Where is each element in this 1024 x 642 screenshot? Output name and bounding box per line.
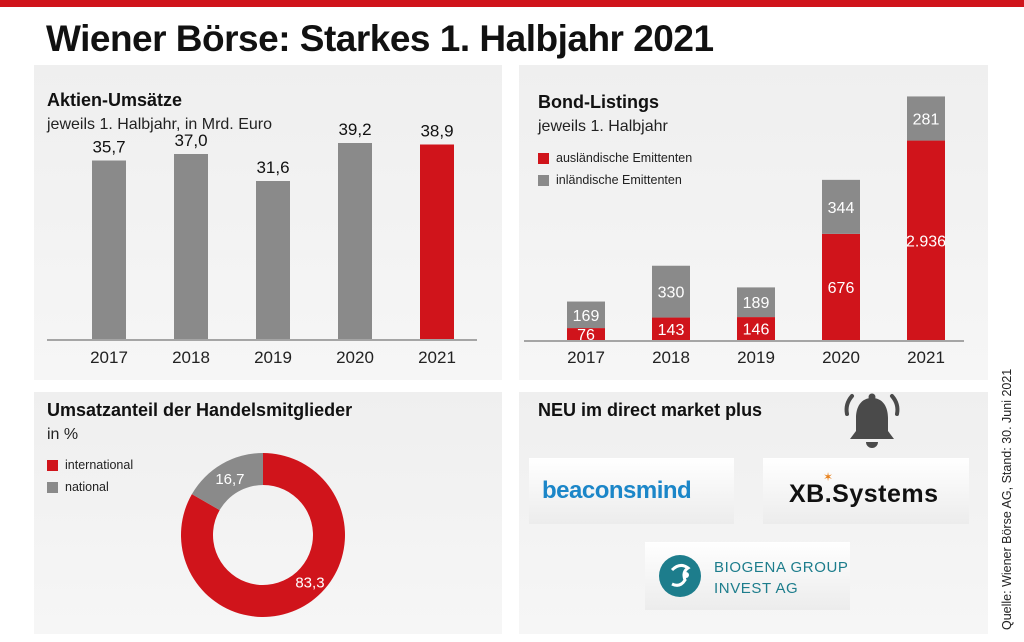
x-tick-label: 2019 [254,348,292,367]
x-tick-label: 2021 [907,348,945,367]
aktien-bar-chart: 35,7 2017 37,0 2018 31,6 2019 39,2 2020 38,9 2021 [47,120,477,367]
legend-label: inländische Emittenten [556,173,682,187]
bar-value-label: 676 [828,280,855,297]
bar-2020 [338,143,372,339]
x-tick-label: 2018 [652,348,690,367]
x-tick-label: 2020 [336,348,374,367]
bar-value-label: 38,9 [420,122,453,141]
legend-item-national: national [47,476,133,498]
legend-label: international [65,458,134,472]
bar-segment-auslaendisch-2017 [567,328,605,340]
xb-star-icon: ✶ [823,470,834,484]
legend-swatch-red [47,459,58,471]
neu-title: NEU im direct market plus [538,400,763,420]
bond-listings-panel: Bond-Listings jeweils 1. Halbjahr auslän… [519,65,988,380]
x-tick-label: 2018 [172,348,210,367]
bar-value-label: 39,2 [338,120,371,139]
bar-value-label: 76 [577,327,595,344]
bond-stacked-bar-chart: 76 169 2017 143 330 2018 146 189 2019 676 344 2020 2… [524,96,964,367]
bar-value-label: 146 [743,322,770,339]
bond-legend: ausländische Emittenten inländische Emit… [538,147,692,191]
bar-value-label: 2.936 [906,233,946,250]
x-tick-label: 2021 [418,348,456,367]
neu-direct-market-panel: NEU im direct market plus beaconsmind ✶ … [519,392,988,634]
x-tick-label: 2020 [822,348,860,367]
bar-segment-auslaendisch-2020 [822,233,860,340]
bar-2018 [174,154,208,339]
bar-segment-auslaendisch-2021 [907,140,945,340]
donut-slice-international [181,453,345,617]
x-tick-label: 2017 [567,348,605,367]
biogena-line2: INVEST AG [714,580,799,597]
legend-item-international: international [47,454,133,476]
bar-segment-inlaendisch-2019 [737,287,775,318]
bar-value-label: 281 [913,112,940,129]
legend-item-auslaendisch: ausländische Emittenten [538,147,692,169]
legend-label: ausländische Emittenten [556,151,693,165]
bond-chart-subtitle: jeweils 1. Halbjahr [538,118,668,135]
donut-value-label: 83,3 [295,574,324,591]
bar-segment-inlaendisch-2017 [567,301,605,329]
bar-value-label: 143 [658,322,685,339]
biogena-line1: BIOGENA GROUP [714,559,849,576]
umsatz-chart-subtitle: in % [47,426,79,443]
aktien-umsaetze-panel: Aktien-Umsätze jeweils 1. Halbjahr, in M… [34,65,502,380]
bar-value-label: 37,0 [174,131,207,150]
bar-segment-auslaendisch-2018 [652,317,690,340]
x-tick-label: 2017 [90,348,128,367]
umsatz-chart-title: Umsatzanteil der Handelsmitglieder [47,400,353,420]
bond-chart-title: Bond-Listings [538,92,659,112]
source-note: Quelle: Wiener Börse AG, Stand: 30. Juni… [1000,368,1014,630]
bar-value-label: 344 [828,200,855,217]
bell-icon [844,393,900,448]
bar-2019 [256,181,290,339]
bar-segment-inlaendisch-2021 [907,96,945,141]
xb-systems-wordmark: XB.Systems [789,480,939,508]
bar-2021 [420,144,454,339]
umsatz-donut-chart: 83,3 16,7 [181,453,345,617]
bar-segment-inlaendisch-2018 [652,265,690,318]
page-title: Wiener Börse: Starkes 1. Halbjahr 2021 [46,18,714,59]
bar-value-label: 31,6 [256,158,289,177]
umsatzanteil-panel: Umsatzanteil der Handelsmitglieder in % … [34,392,502,634]
bar-value-label: 169 [573,308,600,325]
beaconsmind-wordmark: beaconsmind [542,477,692,504]
bar-2017 [92,160,126,339]
donut-slice-national [191,453,263,511]
bar-value-label: 35,7 [92,138,125,157]
top-accent-bar [0,0,1024,7]
biogena-emblem-icon [659,555,701,597]
umsatz-legend: international national [47,454,133,498]
legend-swatch-gray [538,174,549,186]
xb-systems-logo: ✶ XB.Systems [763,458,969,524]
aktien-chart-subtitle: jeweils 1. Halbjahr, in Mrd. Euro [47,116,272,133]
bar-segment-auslaendisch-2019 [737,317,775,340]
legend-swatch-red [538,152,549,164]
bar-value-label: 330 [658,285,685,302]
legend-label: national [65,480,109,494]
bar-segment-inlaendisch-2020 [822,179,860,234]
legend-swatch-gray [47,481,58,493]
donut-value-label: 16,7 [215,471,244,488]
aktien-chart-title: Aktien-Umsätze [47,90,183,110]
beaconsmind-logo: beaconsmind [529,458,734,524]
bar-value-label: 189 [743,295,770,312]
legend-item-inlaendisch: inländische Emittenten [538,169,692,191]
x-tick-label: 2019 [737,348,775,367]
biogena-logo: BIOGENA GROUP INVEST AG [645,542,850,610]
